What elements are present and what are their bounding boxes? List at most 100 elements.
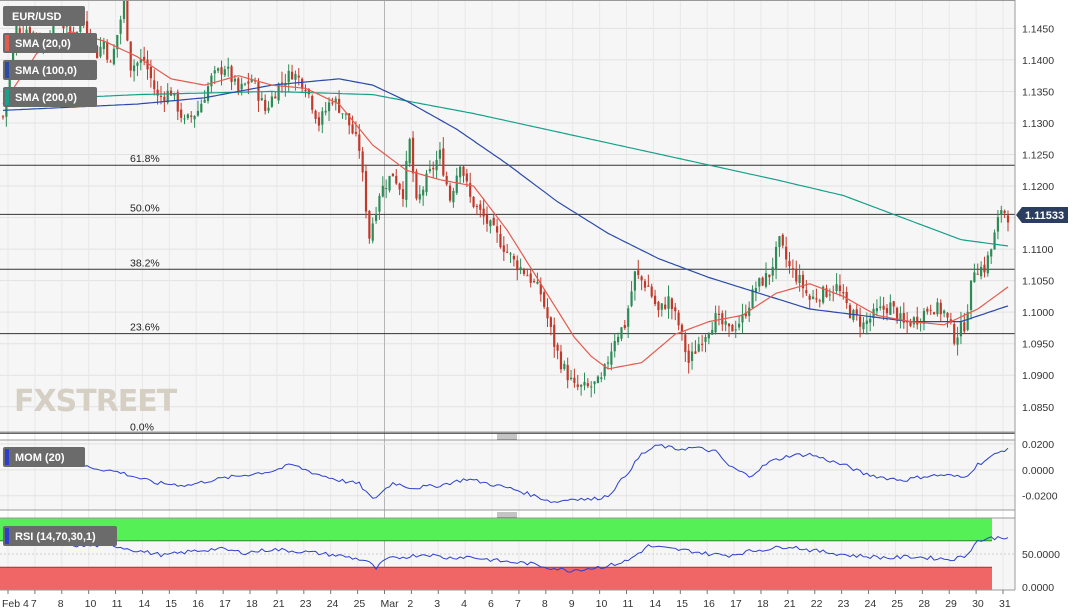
candle-body bbox=[744, 312, 747, 317]
date-tick-label: 16 bbox=[703, 598, 715, 610]
candle-body bbox=[825, 288, 828, 297]
candle-body bbox=[593, 381, 596, 385]
candle-body bbox=[761, 277, 764, 286]
candle-body bbox=[442, 148, 445, 176]
candle-body bbox=[395, 175, 398, 184]
candle-body bbox=[855, 309, 858, 315]
candle-body bbox=[758, 278, 761, 287]
candle-body bbox=[543, 292, 546, 307]
candle-body bbox=[479, 204, 482, 210]
date-tick-label: 7 bbox=[515, 598, 521, 610]
candle-body bbox=[324, 110, 327, 113]
candle-body bbox=[267, 107, 270, 111]
date-tick-label: 15 bbox=[165, 598, 177, 610]
candle-body bbox=[664, 304, 667, 309]
candle-body bbox=[563, 363, 566, 369]
date-tick-label: 22 bbox=[811, 598, 823, 610]
candle-body bbox=[220, 67, 223, 75]
symbol-text: EUR/USD bbox=[12, 11, 62, 23]
candle-body bbox=[791, 268, 794, 270]
sma20-legend-text: SMA (20,0) bbox=[15, 38, 71, 50]
candle-body bbox=[842, 292, 845, 294]
candle-body bbox=[532, 280, 536, 282]
date-tick-label: 11 bbox=[623, 598, 634, 610]
price-tick-label: 1.1100 bbox=[1022, 244, 1053, 256]
candle-body bbox=[754, 288, 758, 292]
candle-body bbox=[643, 281, 647, 288]
candle-body bbox=[186, 114, 189, 119]
candle-body bbox=[1006, 215, 1010, 223]
candle-body bbox=[633, 271, 637, 291]
candle-body bbox=[526, 275, 529, 277]
legend-sma200[interactable]: SMA (200,0) bbox=[3, 87, 97, 107]
candle-body bbox=[684, 334, 687, 353]
candle-body bbox=[401, 189, 405, 199]
candle-body bbox=[398, 183, 401, 190]
candle-body bbox=[815, 298, 818, 300]
candle-body bbox=[848, 305, 852, 319]
candle-body bbox=[358, 134, 361, 151]
last-price-value: 1.11533 bbox=[1025, 210, 1064, 222]
candle-body bbox=[657, 301, 660, 311]
candle-body bbox=[902, 312, 905, 323]
candle-body bbox=[502, 245, 505, 252]
fib-label: 23.6% bbox=[130, 322, 160, 334]
candle-body bbox=[260, 98, 263, 101]
legend-momentum[interactable]: MOM (20) bbox=[3, 447, 85, 467]
candle-body bbox=[301, 78, 304, 89]
candle-body bbox=[617, 336, 620, 343]
panel-splitter-1[interactable] bbox=[497, 434, 517, 440]
candle-body bbox=[727, 323, 731, 327]
candle-body bbox=[788, 260, 791, 267]
candle-body bbox=[741, 314, 744, 323]
candle-body bbox=[385, 187, 388, 189]
symbol-label[interactable]: EUR/USD bbox=[3, 6, 85, 26]
legend-sma20[interactable]: SMA (20,0) bbox=[3, 33, 97, 53]
candle-body bbox=[274, 96, 277, 99]
candle-body bbox=[112, 48, 116, 65]
legend-rsi[interactable]: RSI (14,70,30,1) bbox=[3, 526, 117, 546]
candle-body bbox=[576, 384, 579, 387]
legend-sma100[interactable]: SMA (100,0) bbox=[3, 60, 97, 80]
candle-body bbox=[25, 29, 28, 34]
candle-body bbox=[106, 41, 109, 60]
candle-body bbox=[270, 96, 273, 107]
momentum-swatch bbox=[5, 449, 9, 465]
candle-body bbox=[297, 75, 300, 78]
candle-body bbox=[536, 281, 539, 284]
candle-body bbox=[136, 62, 139, 66]
date-tick-label: 9 bbox=[569, 598, 575, 610]
candle-body bbox=[250, 79, 253, 82]
candle-body bbox=[408, 139, 411, 164]
candle-body bbox=[549, 317, 552, 327]
candle-body bbox=[885, 308, 889, 314]
candle-body bbox=[321, 111, 324, 125]
fib-label: 38.2% bbox=[130, 257, 160, 269]
date-tick-label: 18 bbox=[246, 598, 258, 610]
candle-body bbox=[566, 364, 569, 381]
price-tick-label: 1.1350 bbox=[1022, 86, 1054, 98]
candle-body bbox=[553, 324, 556, 347]
candle-body bbox=[435, 159, 438, 171]
candle-body bbox=[210, 75, 213, 87]
candle-body bbox=[139, 59, 142, 63]
candle-body bbox=[327, 102, 331, 112]
date-tick-label: 23 bbox=[300, 598, 312, 610]
date-tick-label: 4 bbox=[461, 598, 467, 610]
candle-body bbox=[506, 251, 509, 253]
candle-body bbox=[465, 173, 468, 182]
date-tick-label: 18 bbox=[757, 598, 769, 610]
candle-body bbox=[1, 116, 5, 118]
candle-body bbox=[455, 175, 458, 193]
price-tick-label: 1.1300 bbox=[1022, 118, 1054, 130]
panel-splitter-2[interactable] bbox=[497, 512, 517, 518]
last-price-tag: 1.11533 bbox=[1016, 207, 1068, 223]
candle-body bbox=[452, 190, 455, 203]
date-tick-label: 29 bbox=[945, 598, 957, 610]
candle-body bbox=[650, 286, 653, 297]
candle-body bbox=[411, 137, 415, 174]
candle-body bbox=[993, 232, 996, 250]
sma100-legend-text: SMA (100,0) bbox=[15, 65, 77, 77]
candle-body bbox=[79, 24, 82, 32]
